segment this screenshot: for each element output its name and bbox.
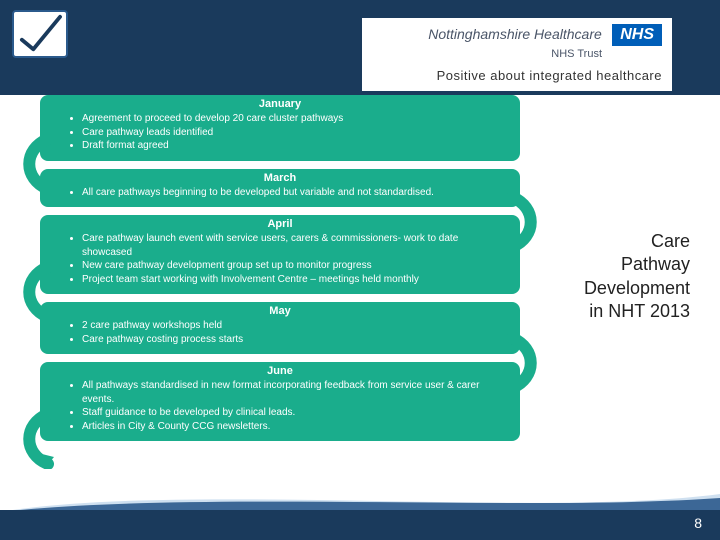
timeline-stage: March All care pathways beginning to be d… bbox=[40, 169, 520, 208]
title-line4: in NHT 2013 bbox=[540, 300, 690, 323]
footer-bar: 8 bbox=[0, 510, 720, 540]
timeline: January Agreement to proceed to develop 2… bbox=[40, 95, 520, 449]
timeline-stage: June All pathways standardised in new for… bbox=[40, 362, 520, 441]
stage-bullets: All pathways standardised in new format … bbox=[54, 379, 506, 433]
timeline-stage: May 2 care pathway workshops heldCare pat… bbox=[40, 302, 520, 354]
timeline-stage: January Agreement to proceed to develop 2… bbox=[40, 95, 520, 161]
title-line1: Care bbox=[540, 230, 690, 253]
stage-month: April bbox=[54, 218, 506, 230]
stage-bullets: 2 care pathway workshops heldCare pathwa… bbox=[54, 319, 506, 346]
slide-title: Care Pathway Development in NHT 2013 bbox=[540, 230, 690, 324]
brand-tagline: Positive about integrated healthcare bbox=[372, 68, 662, 83]
connector-arrow bbox=[18, 409, 58, 469]
stage-bullet: All pathways standardised in new format … bbox=[82, 379, 506, 406]
stage-month: June bbox=[54, 365, 506, 377]
stage-month: March bbox=[54, 172, 506, 184]
stage-month: May bbox=[54, 305, 506, 317]
stage-bullets: All care pathways beginning to be develo… bbox=[54, 186, 506, 200]
stage-bullet: Staff guidance to be developed by clinic… bbox=[82, 406, 506, 420]
nhs-badge: NHS bbox=[612, 24, 662, 46]
stage-bullet: Articles in City & County CCG newsletter… bbox=[82, 420, 506, 434]
content-area: January Agreement to proceed to develop 2… bbox=[0, 95, 720, 540]
title-line3: Development bbox=[540, 277, 690, 300]
checkmark-icon bbox=[16, 13, 64, 55]
stage-bullet: Care pathway leads identified bbox=[82, 126, 506, 140]
stage-bullets: Care pathway launch event with service u… bbox=[54, 232, 506, 286]
stage-bullet: New care pathway development group set u… bbox=[82, 259, 506, 273]
stage-bullet: Agreement to proceed to develop 20 care … bbox=[82, 112, 506, 126]
stage-bullet: All care pathways beginning to be develo… bbox=[82, 186, 506, 200]
footer-wave bbox=[0, 488, 720, 512]
stage-bullet: Care pathway costing process starts bbox=[82, 333, 506, 347]
title-line2: Pathway bbox=[540, 253, 690, 276]
timeline-stage: April Care pathway launch event with serv… bbox=[40, 215, 520, 294]
stage-bullet: Care pathway launch event with service u… bbox=[82, 232, 506, 259]
stage-bullet: 2 care pathway workshops held bbox=[82, 319, 506, 333]
stage-bullet: Project team start working with Involvem… bbox=[82, 273, 506, 287]
page-number: 8 bbox=[694, 515, 702, 531]
stage-month: January bbox=[54, 98, 506, 110]
brand-org-line: Nottinghamshire Healthcare NHS bbox=[372, 24, 662, 46]
checkmark-badge bbox=[12, 10, 68, 58]
brand-subline: NHS Trust bbox=[372, 48, 602, 60]
stage-bullet: Draft format agreed bbox=[82, 139, 506, 153]
brand-org: Nottinghamshire Healthcare bbox=[428, 26, 602, 42]
brand-panel: Nottinghamshire Healthcare NHS NHS Trust… bbox=[362, 18, 672, 91]
stage-bullets: Agreement to proceed to develop 20 care … bbox=[54, 112, 506, 153]
